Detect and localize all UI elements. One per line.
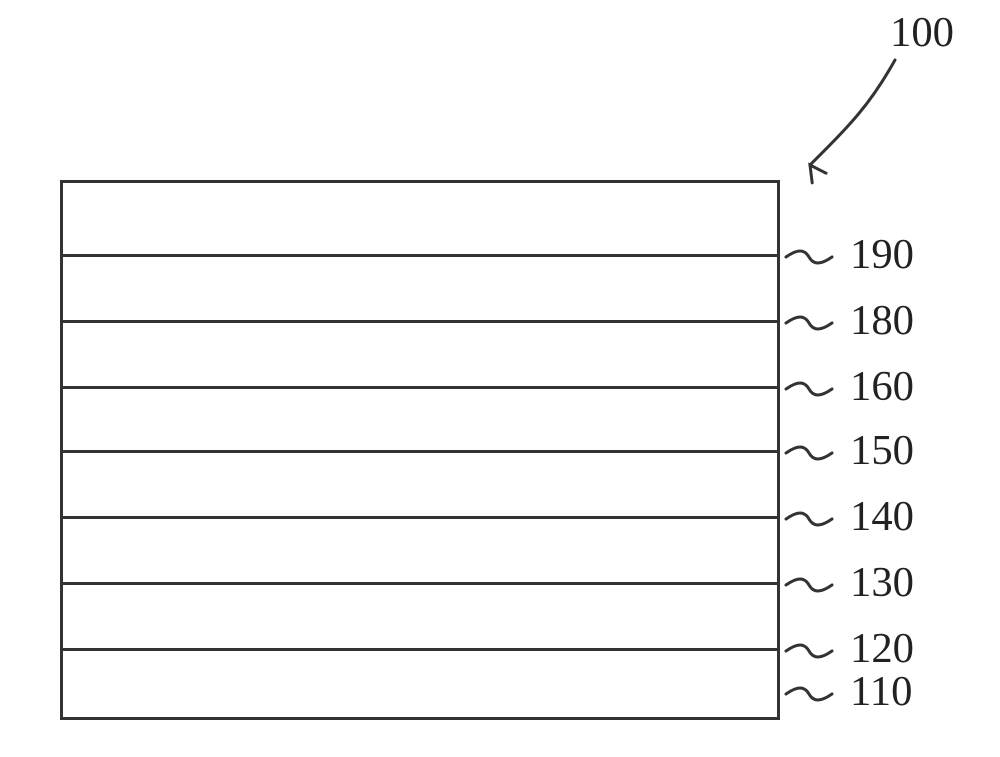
layer-leader [784,243,834,271]
layer-leader [784,505,834,533]
layer-ref-label: 160 [850,362,914,411]
stack-layer [63,453,777,519]
layer-ref-label: 180 [850,296,914,345]
stack-layer [63,323,777,389]
layer-leader [784,637,834,665]
stack-layer [63,585,777,651]
layer-leader [784,309,834,337]
stack-layer [63,519,777,585]
stack-layer [63,257,777,323]
layer-leader [784,680,834,708]
stack-layer [63,389,777,453]
figure-canvas: 100 190180160150140130120110 [0,0,1000,757]
layer-ref-label: 130 [850,558,914,607]
layer-leader [784,439,834,467]
layer-leader [784,375,834,403]
layer-ref-label: 150 [850,426,914,475]
stack-layer [63,183,777,257]
layer-ref-label: 110 [850,667,912,716]
layer-ref-label: 190 [850,230,914,279]
stack-layer [63,651,777,717]
layer-leader [784,571,834,599]
layer-stack [60,180,780,720]
layer-ref-label: 140 [850,492,914,541]
layer-ref-label: 120 [850,624,914,673]
